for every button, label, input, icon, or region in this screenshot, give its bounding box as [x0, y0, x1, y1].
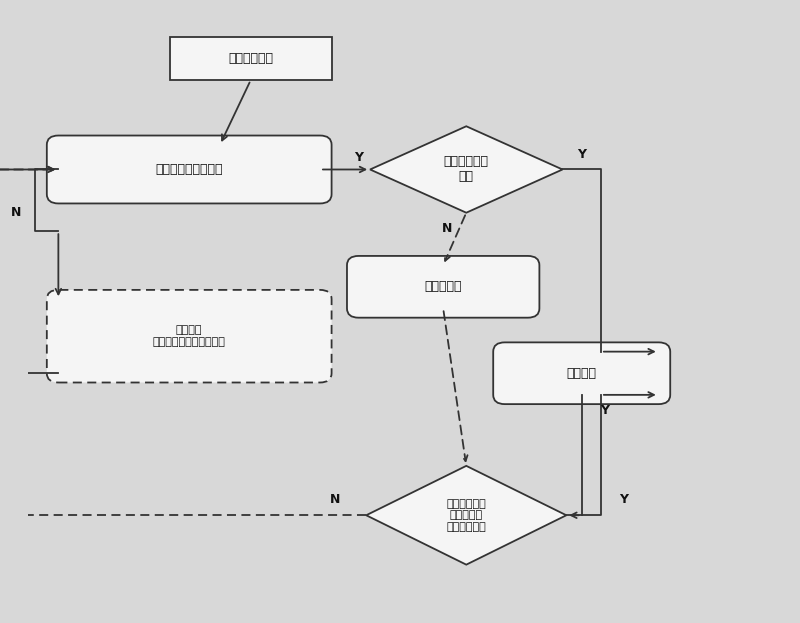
Text: 是否有同步信
号？: 是否有同步信 号？ [444, 156, 489, 184]
FancyBboxPatch shape [494, 343, 670, 404]
Text: 显示器开机后: 显示器开机后 [228, 52, 274, 65]
Text: 输入是否有信号输入: 输入是否有信号输入 [155, 163, 223, 176]
Text: Y: Y [354, 151, 363, 164]
Polygon shape [370, 126, 562, 212]
Text: N: N [11, 206, 22, 219]
FancyBboxPatch shape [47, 136, 331, 204]
Text: Y: Y [619, 493, 629, 506]
Polygon shape [366, 466, 566, 564]
Text: N: N [330, 493, 341, 506]
Text: 正常显示: 正常显示 [566, 367, 597, 380]
Text: 显示提示
请确认信号或是否连接！: 显示提示 请确认信号或是否连接！ [153, 325, 226, 347]
Text: Y: Y [578, 148, 586, 161]
Text: N: N [442, 222, 452, 235]
FancyBboxPatch shape [347, 256, 539, 318]
FancyBboxPatch shape [47, 290, 331, 383]
Bar [170, 37, 331, 80]
Text: 红外感应前方
是否有人？
（检测时间）: 红外感应前方 是否有人？ （检测时间） [446, 498, 486, 532]
Text: Y: Y [600, 404, 610, 417]
Text: 节能调亮度: 节能调亮度 [425, 280, 462, 293]
